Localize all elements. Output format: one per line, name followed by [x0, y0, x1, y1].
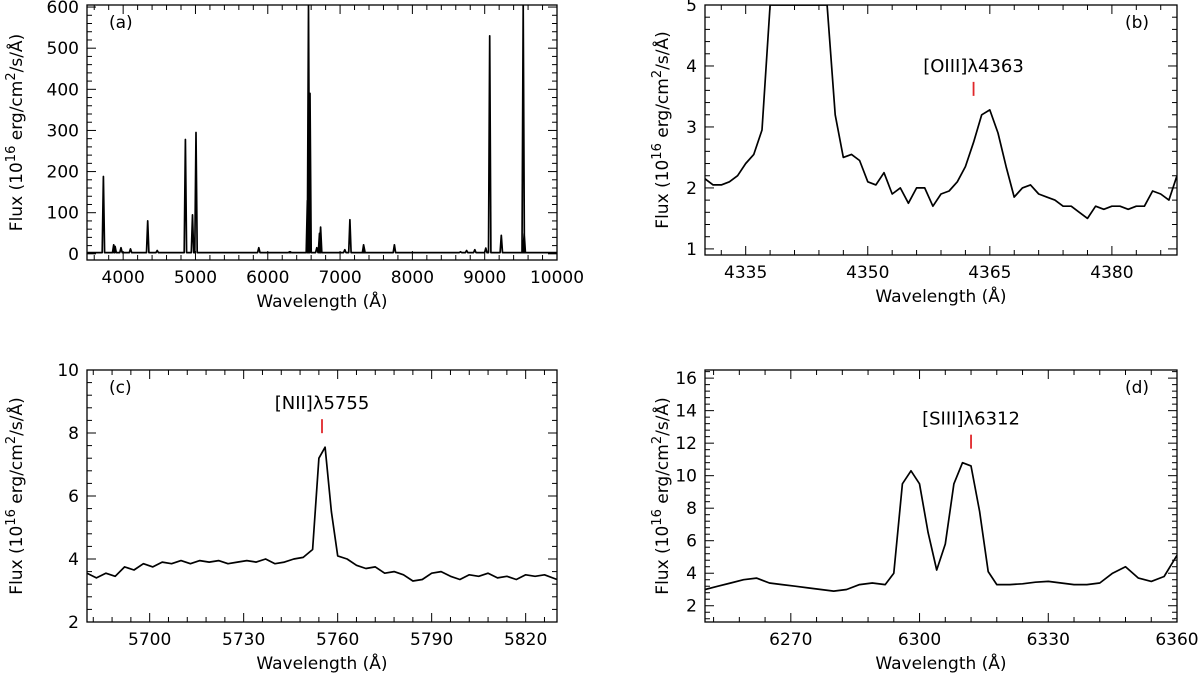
y-tick-label: 100 [47, 204, 79, 224]
y-label-superscript: 16 [650, 143, 665, 160]
y-tick-label: 10 [675, 467, 697, 487]
panel-label: (d) [1125, 378, 1149, 398]
x-tick-label: 6000 [246, 268, 289, 288]
panel-label: (c) [109, 378, 132, 398]
plot-frame [704, 369, 1178, 623]
y-tick-label: 8 [686, 499, 697, 519]
x-tick-label: 5730 [222, 630, 265, 650]
y-tick-label: 200 [47, 163, 79, 183]
x-tick-label: 4380 [1090, 263, 1133, 283]
x-tick-label: 6330 [1027, 630, 1070, 650]
x-tick-label: 4365 [968, 263, 1011, 283]
chart-panel-1: 4000 5000 6000 7000 8000 9000 10000 0 100 200 300 4… [4, 0, 584, 312]
x-tick-label: 5790 [410, 630, 453, 650]
panel-label: (a) [109, 13, 133, 33]
y-tick-label: 500 [47, 39, 79, 59]
y-label-superscript: 16 [650, 509, 665, 526]
y-tick-label: 6 [68, 487, 79, 507]
y-label-part: Flux (10 [653, 526, 673, 595]
x-tick-label: 5760 [316, 630, 359, 650]
chart-panel-2: 4335 4350 4365 4380 1 2 3 4 5 (b) Wavelength (Å) Fl… [650, 0, 1178, 307]
x-tick-label: 6360 [1155, 630, 1198, 650]
x-tick-label: 4350 [846, 263, 889, 283]
y-tick-label: 5 [686, 0, 697, 16]
y-label-part: Flux (10 [7, 526, 27, 595]
y-label-part: erg/cm [653, 444, 673, 509]
y-label-superscript: 2 [650, 70, 665, 78]
y-label-superscript: 16 [4, 146, 19, 163]
x-tick-label: 5000 [174, 268, 217, 288]
x-tick-label: 6300 [898, 630, 941, 650]
plot-frame [704, 4, 1178, 256]
series-line [87, 446, 557, 582]
y-tick-label: 2 [686, 597, 697, 617]
y-tick-label: 1 [686, 240, 697, 260]
x-axis-label: Wavelength (Å) [256, 290, 387, 312]
x-tick-label: 10000 [530, 268, 584, 288]
y-label-part: /s/Å) [651, 397, 673, 436]
y-tick-label: 2 [686, 179, 697, 199]
y-axis-label: Flux (1016 erg/cm2/s/Å) [4, 397, 27, 594]
y-label-part: erg/cm [7, 81, 27, 146]
y-label-superscript: 2 [650, 436, 665, 444]
x-tick-label: 8000 [391, 268, 434, 288]
chart-panel-3: 5700 5730 5760 5790 5820 2 4 6 8 10 (c) Wavelength … [4, 361, 558, 674]
y-tick-label: 16 [675, 369, 697, 389]
chart-panel-4: 6270 6300 6330 6360 2 4 6 8 10 12 14 16 (d) Wavelengt… [650, 369, 1199, 674]
y-label-part: /s/Å) [5, 397, 27, 436]
y-label-part: Flux (10 [7, 162, 27, 231]
y-label-part: erg/cm [653, 78, 673, 143]
x-tick-label: 7000 [318, 268, 361, 288]
y-tick-label: 4 [686, 57, 697, 77]
series-line [87, 5, 557, 254]
x-axis-label: Wavelength (Å) [875, 285, 1006, 307]
series-line [705, 461, 1177, 592]
x-tick-label: 4335 [724, 263, 767, 283]
y-label-part: /s/Å) [651, 31, 673, 70]
line-annotation: [NII]λ5755 [275, 393, 370, 414]
y-tick-label: 2 [68, 613, 79, 633]
x-tick-label: 6270 [769, 630, 812, 650]
y-label-superscript: 2 [4, 72, 19, 80]
x-tick-label: 9000 [463, 268, 506, 288]
y-tick-label: 8 [68, 424, 79, 444]
y-axis-label: Flux (1016 erg/cm2/s/Å) [4, 34, 27, 231]
plot-frame [86, 4, 558, 261]
y-label-part: erg/cm [7, 444, 27, 509]
y-tick-label: 14 [675, 402, 697, 422]
y-tick-label: 0 [68, 245, 79, 265]
y-tick-label: 400 [47, 80, 79, 100]
y-label-part: /s/Å) [5, 34, 27, 73]
x-axis-label: Wavelength (Å) [875, 652, 1006, 674]
y-label-superscript: 16 [4, 509, 19, 526]
y-tick-label: 6 [686, 532, 697, 552]
x-axis-label: Wavelength (Å) [256, 652, 387, 674]
y-tick-label: 600 [47, 0, 79, 18]
line-annotation: [OIII]λ4363 [923, 56, 1024, 77]
y-tick-label: 300 [47, 121, 79, 141]
y-tick-label: 4 [686, 564, 697, 584]
y-tick-label: 4 [68, 550, 79, 570]
y-label-part: Flux (10 [653, 160, 673, 229]
y-label-superscript: 2 [4, 436, 19, 444]
y-axis-label: Flux (1016 erg/cm2/s/Å) [650, 397, 673, 594]
y-tick-label: 3 [686, 118, 697, 138]
line-annotation: [SIII]λ6312 [922, 409, 1020, 430]
panel-label: (b) [1125, 13, 1149, 33]
y-axis-label: Flux (1016 erg/cm2/s/Å) [650, 31, 673, 228]
x-tick-label: 4000 [102, 268, 145, 288]
y-tick-label: 10 [57, 361, 79, 381]
y-tick-label: 12 [675, 434, 697, 454]
series-line [705, 5, 1177, 220]
x-tick-label: 5700 [128, 630, 171, 650]
x-tick-label: 5820 [504, 630, 547, 650]
